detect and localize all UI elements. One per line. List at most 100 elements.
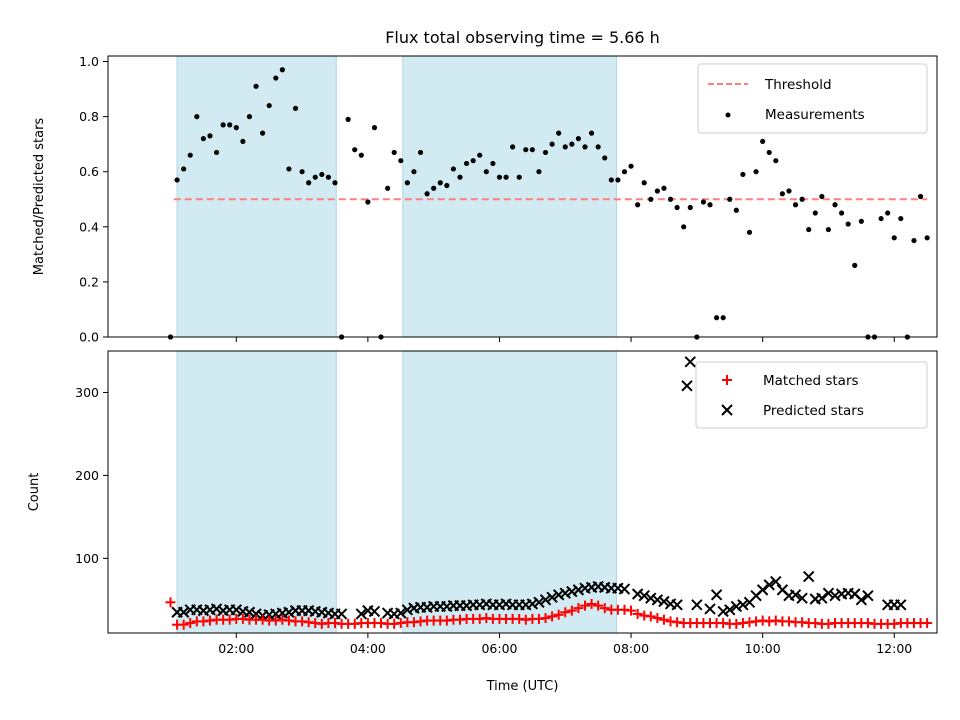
cross-b <box>559 587 571 599</box>
predicted-stars-point <box>335 608 348 620</box>
predicted-stars-point <box>737 599 749 611</box>
cross-b <box>802 570 815 583</box>
measurement-point <box>181 166 187 172</box>
measurement-point <box>799 196 805 202</box>
predicted-stars-point <box>566 585 578 598</box>
measurement-point <box>681 224 687 230</box>
legend-cross-marker <box>721 404 733 416</box>
shaded-interval-2 <box>402 55 618 338</box>
y-tick-label: 0.8 <box>79 109 99 124</box>
measurement-point <box>562 144 568 150</box>
predicted-stars-point <box>546 591 558 604</box>
measurement-point <box>746 229 753 235</box>
cross-b <box>658 595 670 608</box>
measurement-point <box>470 158 476 164</box>
predicted-stars-point <box>526 598 539 610</box>
cross-b <box>651 594 664 606</box>
predicted-stars-point <box>243 606 256 618</box>
measurement-point <box>483 169 489 175</box>
measurement-point <box>766 149 772 156</box>
predicted-stars-point <box>724 604 736 616</box>
y-tick-label: 300 <box>75 385 99 400</box>
cross-b <box>618 583 631 595</box>
cross-b <box>395 607 407 619</box>
predicted-stars-point <box>789 589 802 601</box>
measurement-point <box>503 174 509 180</box>
matched-stars-point <box>645 611 656 622</box>
measurement-point <box>299 169 305 175</box>
matched-stars-point <box>573 603 584 614</box>
matched-stars-point <box>658 614 669 625</box>
cross-b <box>691 599 703 611</box>
cross-b <box>789 589 802 601</box>
cross-b <box>684 356 696 368</box>
top-axes: 0.0 0.2 0.4 0.6 0.8 1.0 <box>79 54 938 345</box>
measurement-point <box>661 185 667 191</box>
matched-stars-point <box>560 607 571 618</box>
matched-stars-point <box>566 605 577 616</box>
cross-b <box>631 588 644 600</box>
cross-b <box>401 604 414 616</box>
measurement-point <box>529 147 535 153</box>
predicted-stars-point <box>684 356 696 368</box>
measurement-point <box>898 215 904 222</box>
cross-b <box>704 603 716 615</box>
cross-b <box>822 587 835 599</box>
measurement-point <box>319 171 325 178</box>
predicted-stars-point <box>681 380 693 392</box>
cross-b <box>566 585 578 598</box>
cross-b <box>796 592 808 604</box>
predicted-stars-point <box>618 583 631 595</box>
predicted-stars-point <box>651 594 664 606</box>
measurement-point <box>463 160 470 167</box>
measurement-point <box>398 158 404 164</box>
matched-stars-point <box>599 603 610 614</box>
measurement-point <box>286 166 292 172</box>
bottom-y-axis-label: Count <box>27 473 42 512</box>
measurement-point <box>240 138 246 145</box>
matched-stars-point <box>547 611 558 622</box>
measurement-point <box>404 180 410 186</box>
measurement-point <box>345 116 351 122</box>
measurement-point <box>569 141 575 147</box>
measurement-point <box>411 169 417 175</box>
matched-stars-point <box>553 609 564 620</box>
measurement-point <box>417 149 424 156</box>
y-tick-label: 0.2 <box>79 274 99 289</box>
cross-b <box>552 589 565 601</box>
shaded-interval-1 <box>176 55 337 338</box>
measurement-point <box>246 114 253 120</box>
measurement-point <box>740 171 746 178</box>
matched-stars-point <box>632 608 643 619</box>
matched-stars-point <box>580 600 591 611</box>
measurement-point <box>713 315 720 321</box>
measurement-point <box>858 218 864 224</box>
legend-matched-label: Matched stars <box>763 373 859 389</box>
predicted-stars-point <box>210 603 223 615</box>
matched-stars-point <box>540 613 551 624</box>
y-tick-label: 0.0 <box>79 330 99 345</box>
measurement-point <box>628 163 634 169</box>
predicted-stars-point <box>862 589 874 602</box>
legend-measurements-swatch <box>725 112 731 118</box>
measurement-point <box>200 136 207 142</box>
matched-stars-point <box>593 600 604 611</box>
measurement-point <box>832 202 838 208</box>
predicted-stars-point <box>822 587 835 599</box>
predicted-stars-point <box>250 608 262 620</box>
y-tick-label: 100 <box>75 551 99 566</box>
axes-frame <box>107 55 938 338</box>
measurement-point <box>635 202 641 208</box>
measurement-point <box>845 221 851 227</box>
measurement-point <box>391 149 397 156</box>
measurement-point <box>819 193 825 200</box>
measurement-point <box>608 177 614 183</box>
measurement-point <box>549 141 555 147</box>
legend-predicted-label: Predicted stars <box>763 403 864 419</box>
x-axis-label: Time (UTC) <box>486 679 559 694</box>
predicted-stars-point <box>770 575 782 588</box>
measurement-point <box>477 152 483 158</box>
predicted-stars-point <box>756 584 769 596</box>
measurement-point <box>266 102 272 109</box>
measurement-point <box>174 177 180 183</box>
